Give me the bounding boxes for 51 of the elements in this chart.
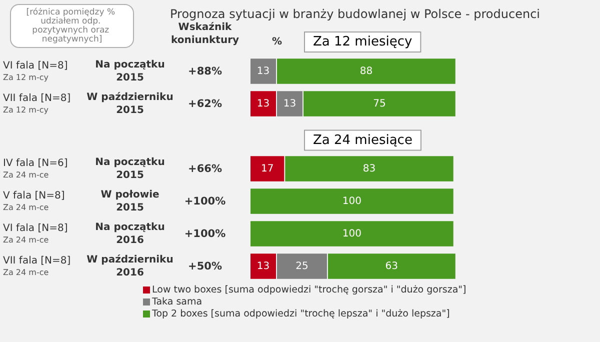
bar — [277, 91, 302, 116]
y-tick-label: VII fala [N=8] Za 24 m-ce — [3, 255, 71, 277]
text: +66% — [188, 162, 222, 175]
text: Za 12 miesięcy — [313, 34, 412, 50]
text: % — [272, 36, 282, 48]
y-tick-label: VI fala [N=8] Za 12 m-cy — [3, 60, 68, 82]
bar — [250, 58, 276, 84]
text: +100% — [184, 228, 226, 240]
legend-label: Top 2 boxes [suma odpowiedzi "trochę lepsza" i "dużo lepsza"] — [151, 308, 450, 320]
y-tick-label: VI fala [N=8] Za 24 m-ce — [3, 222, 68, 244]
data-label: 13 — [256, 98, 270, 110]
data-label: 75 — [373, 98, 386, 110]
bar — [328, 254, 456, 279]
data-label: 25 — [296, 260, 308, 272]
chart-title: Prognoza sytuacji w branży budowlanej w Polsce - producenci — [170, 7, 540, 21]
legend-label: Low two boxes [suma odpowiedzi "trochę gorsza" i "dużo gorsza"] — [152, 284, 466, 296]
bar — [304, 91, 456, 116]
y-tick-label: V fala [N=8] Za 24 m-ce — [3, 190, 65, 212]
bar — [250, 156, 284, 182]
bar — [285, 156, 454, 182]
text: Na początku 2015 — [95, 59, 165, 84]
data-label: 17 — [260, 163, 274, 174]
data-label: 13 — [283, 98, 296, 110]
text: W październiku 2016 — [86, 253, 174, 278]
data-label: 83 — [362, 163, 376, 174]
text: [różnica pomiędzy % udziałem odp. pozytywnych oraz negatywnych] — [26, 8, 118, 44]
y-tick-label: IV fala [N=6] Za 24 m-ce — [3, 158, 68, 180]
bar — [250, 188, 454, 214]
data-label: 13 — [256, 260, 270, 272]
data-label: 88 — [360, 66, 373, 77]
text: Na początku 2016 — [95, 222, 165, 246]
bar — [250, 254, 276, 279]
bar — [277, 58, 456, 84]
text: Na początku 2015 — [95, 156, 165, 181]
text: +88% — [188, 65, 222, 78]
text: Wskaźnik koniunktury — [170, 21, 240, 46]
legend-label: Taka sama — [151, 296, 202, 308]
text: +100% — [184, 195, 226, 208]
bar — [277, 254, 327, 279]
text: W połowie 2015 — [100, 189, 160, 214]
data-label: 100 — [342, 196, 362, 207]
text: +50% — [188, 260, 222, 272]
data-label: 100 — [342, 228, 362, 240]
text: W październiku 2015 — [86, 90, 174, 116]
bar — [250, 91, 276, 116]
y-tick-label: VII fala [N=8] Za 12 m-cy — [3, 92, 71, 114]
data-label: 63 — [385, 260, 398, 272]
data-label: 13 — [256, 66, 270, 77]
annotation: Za 24 miesiące — [313, 132, 412, 148]
text: +62% — [188, 98, 222, 110]
bar — [250, 221, 454, 246]
